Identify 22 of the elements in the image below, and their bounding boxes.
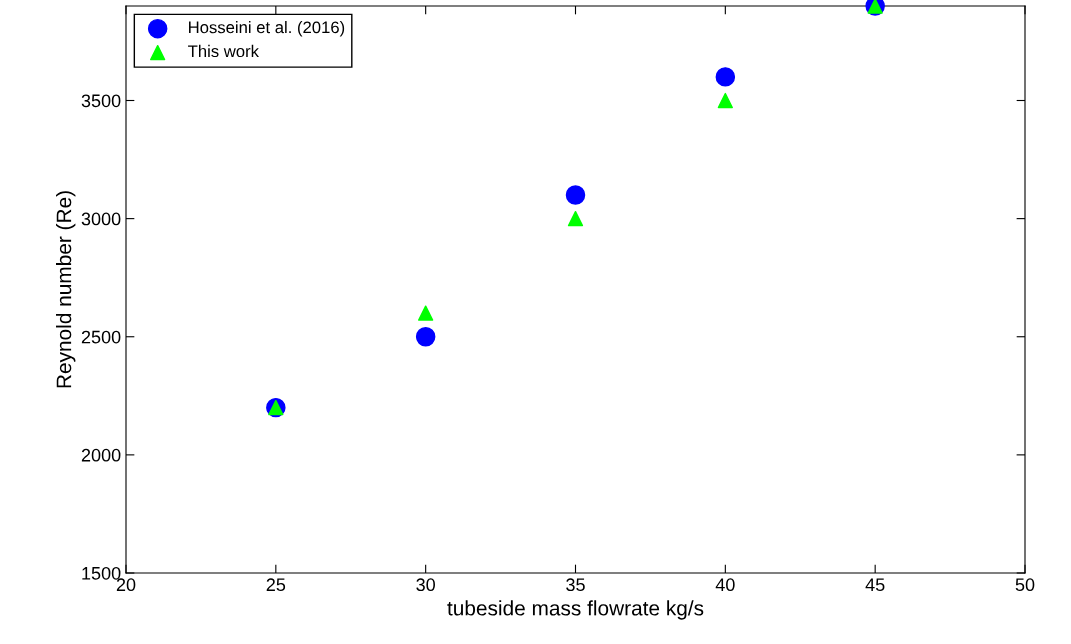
x-tick-label: 40 — [715, 578, 735, 592]
x-tick-label: 45 — [865, 578, 885, 592]
point — [715, 67, 736, 87]
y-tick-label: 3500 — [81, 94, 121, 108]
x-tick-label: 50 — [1015, 578, 1035, 592]
x-axis-title: tubeside mass flowrate kg/s — [447, 600, 704, 620]
legend-label: This work — [188, 44, 259, 58]
legend-label: Hosseini et al. (2016) — [189, 21, 345, 37]
y-axis-title: Reynold number (Re) — [56, 191, 76, 388]
x-tick-label: 20 — [116, 578, 136, 592]
y-tick-label: 1500 — [82, 566, 121, 580]
y-tick-label: 3000 — [81, 212, 121, 226]
point — [717, 92, 733, 109]
y-tick-label: 2000 — [81, 448, 121, 462]
y-tick-label: 2500 — [81, 330, 121, 344]
point — [415, 327, 436, 347]
point — [567, 210, 584, 227]
point — [565, 185, 586, 205]
x-tick-label: 35 — [566, 578, 585, 592]
x-tick-label: 25 — [266, 578, 286, 592]
point — [418, 305, 434, 321]
x-tick-label: 30 — [416, 578, 435, 592]
